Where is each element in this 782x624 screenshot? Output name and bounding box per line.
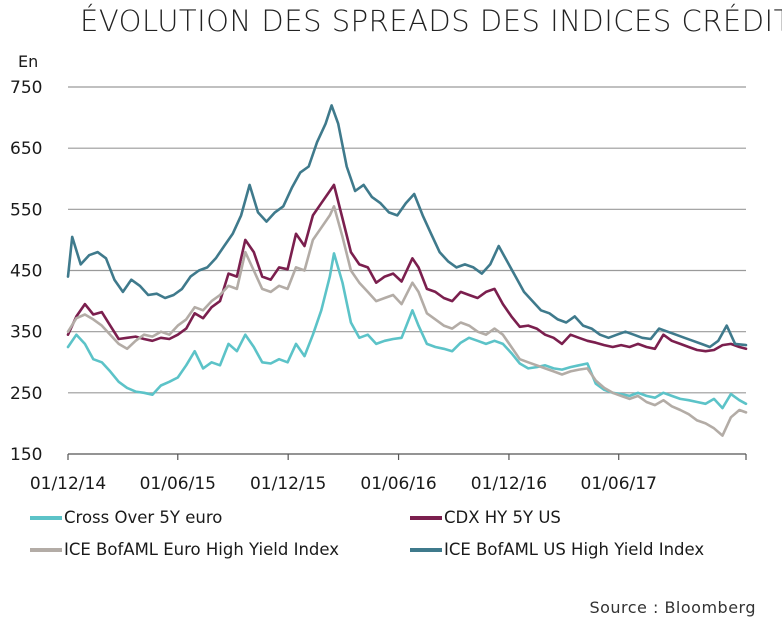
x-tick-label-1: 01/06/15	[140, 474, 216, 494]
y-tick-label-450: 450	[10, 262, 42, 282]
y-tick-label-150: 150	[10, 445, 42, 465]
legend-swatch-2	[30, 547, 62, 552]
series-line-0	[66, 252, 748, 410]
series-line-1	[66, 183, 748, 353]
legend-label-3: ICE BofAML US High Yield Index	[444, 540, 705, 559]
series-line-2	[66, 205, 748, 437]
series-line-3	[66, 104, 748, 349]
source-note: Source : Bloomberg	[589, 598, 756, 617]
y-tick-label-250: 250	[10, 384, 42, 404]
legend-label-2: ICE BofAML Euro High Yield Index	[64, 540, 340, 559]
x-tick-label-3: 01/06/16	[360, 474, 436, 494]
legend-item-1: CDX HY 5Y US	[410, 508, 561, 527]
x-tick-label-2: 01/12/15	[250, 474, 326, 494]
x-tick-label-4: 01/12/16	[471, 474, 547, 494]
y-tick-label-350: 350	[10, 323, 42, 343]
legend-label-0: Cross Over 5Y euro	[64, 508, 223, 527]
legend-item-0: Cross Over 5Y euro	[30, 508, 222, 527]
legend-item-2: ICE BofAML Euro High Yield Index	[30, 540, 339, 559]
x-tick-label-0: 01/12/14	[30, 474, 106, 494]
legend-swatch-1	[410, 515, 442, 520]
y-tick-label-550: 550	[10, 200, 42, 220]
y-axis-unit-label: En	[18, 52, 39, 71]
legend-item-3: ICE BofAML US High Yield Index	[410, 540, 704, 559]
x-tick-label-5: 01/06/17	[581, 474, 657, 494]
y-tick-label-650: 650	[10, 139, 42, 159]
legend-label-1: CDX HY 5Y US	[444, 508, 561, 527]
legend-swatch-3	[410, 547, 442, 552]
chart-title: ÉVOLUTION DES SPREADS DES INDICES CRÉDIT…	[80, 4, 782, 38]
legend-swatch-0	[30, 515, 62, 520]
y-tick-label-750: 750	[10, 78, 42, 98]
